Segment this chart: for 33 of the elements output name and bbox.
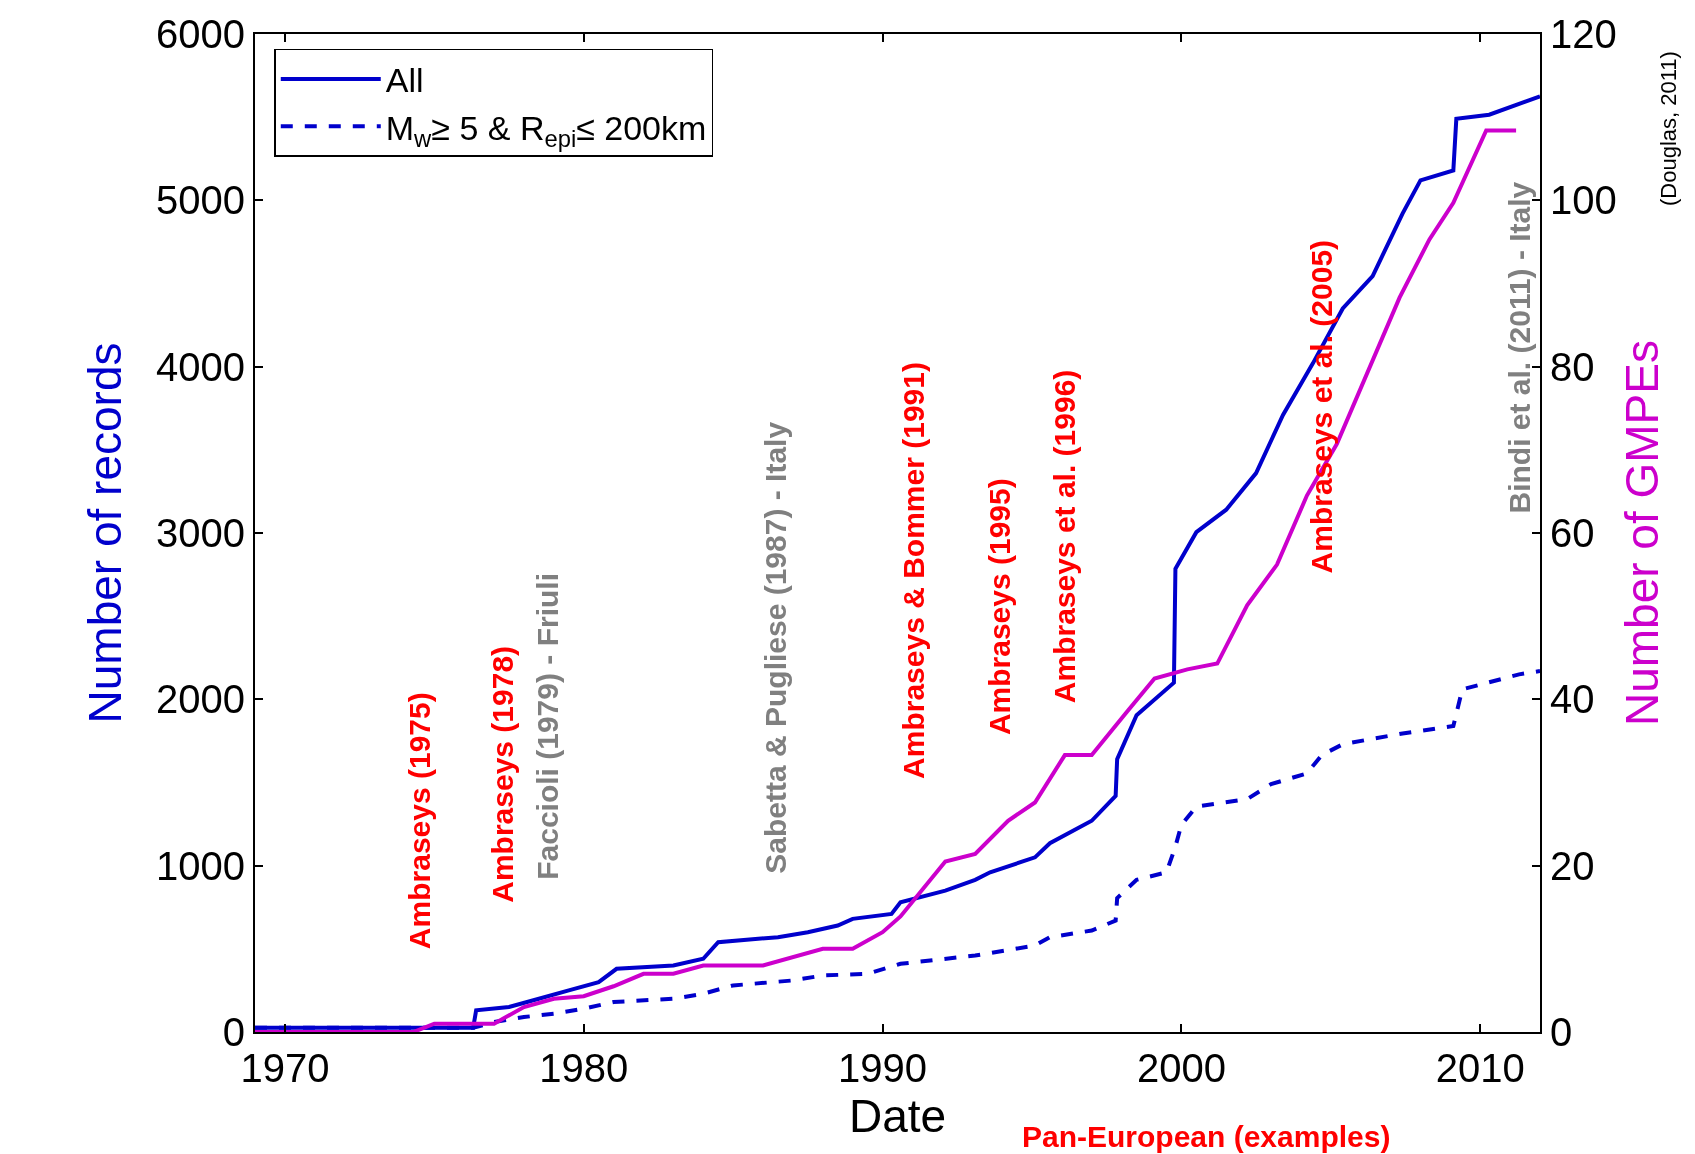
y2-tick-label: 0 bbox=[1550, 1010, 1573, 1054]
y2-tick-label: 100 bbox=[1550, 178, 1617, 223]
y2-tick-label: 80 bbox=[1550, 344, 1595, 389]
legend-label: M$_{w}$≥ 5 & R$_{epi}$≤ 200km bbox=[385, 108, 707, 152]
annotation: Bindi et al. (2011) - Italy bbox=[1503, 181, 1537, 514]
annotation: Ambraseys & Bommer (1991) bbox=[896, 362, 930, 779]
y-tick-label: 1000 bbox=[156, 843, 245, 888]
x-tick-label: 2000 bbox=[1136, 1046, 1226, 1090]
x-tick-label: 2010 bbox=[1435, 1046, 1525, 1090]
annotation: Faccioli (1979) - Friuli bbox=[531, 573, 565, 880]
annotation: Ambraseys (1975) bbox=[402, 692, 436, 950]
legend-label: All bbox=[385, 61, 424, 100]
x-tick-label: 1990 bbox=[838, 1046, 928, 1090]
text: Pan-European (examples) bbox=[1022, 1120, 1391, 1153]
annotation: Ambraseys (1978) bbox=[486, 645, 520, 903]
y2-tick-label: 60 bbox=[1550, 511, 1595, 555]
y-tick-label: 2000 bbox=[156, 677, 245, 722]
y-tick-label: 4000 bbox=[156, 344, 245, 389]
y2-tick-label: 120 bbox=[1550, 12, 1617, 56]
y-tick-label: 6000 bbox=[156, 12, 245, 56]
y2-axis-title: Number of GMPEs bbox=[1615, 340, 1668, 726]
y2-tick-label: 20 bbox=[1550, 843, 1595, 888]
annotation: Ambraseys et al. (2005) bbox=[1304, 239, 1338, 574]
annotation: Sabetta & Pugliese (1987) - Italy bbox=[759, 421, 793, 874]
x-axis-title: Date bbox=[848, 1090, 947, 1142]
y-tick-label: 5000 bbox=[156, 178, 245, 223]
text: (Douglas, 2011) bbox=[1656, 51, 1682, 206]
x-tick-label: 1980 bbox=[539, 1046, 629, 1090]
annotation: Ambraseys et al. (1996) bbox=[1047, 369, 1081, 704]
annotation: Ambraseys (1995) bbox=[982, 478, 1016, 736]
y-tick-label: 3000 bbox=[156, 511, 245, 555]
y2-tick-label: 40 bbox=[1550, 677, 1595, 722]
y-axis-title: Number of records bbox=[78, 342, 131, 724]
